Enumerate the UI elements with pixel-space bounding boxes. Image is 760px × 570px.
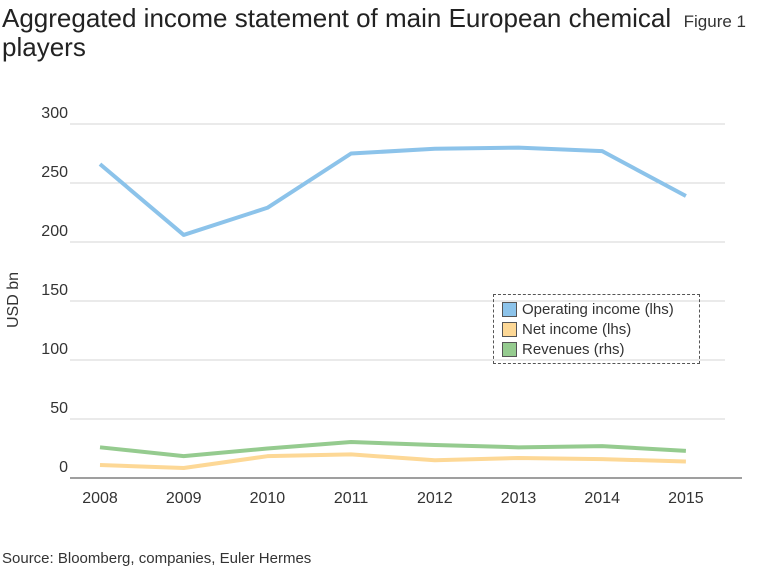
y-tick-label: 300 [41,105,68,122]
legend-item: Net income (lhs) [502,319,691,339]
y-tick-label: 200 [41,223,68,240]
legend-label: Operating income (lhs) [522,300,674,318]
legend-swatch [502,321,517,337]
y-tick-label: 50 [50,400,68,417]
legend-item: Operating income (lhs) [502,299,691,319]
x-tick-label: 2008 [82,490,118,507]
legend-label: Net income (lhs) [522,320,632,338]
series-line-2 [99,440,687,459]
x-tick-label: 2011 [334,490,369,507]
legend-swatch [502,301,517,317]
x-tick-label: 2015 [668,490,704,507]
x-tick-label: 2013 [501,490,537,507]
source-note: Source: Bloomberg, companies, Euler Herm… [2,550,312,567]
x-tick-label: 2009 [166,490,202,507]
x-tick-label: 2010 [250,490,286,507]
x-tick-label: 2012 [417,490,453,507]
legend-swatch [502,341,517,357]
y-tick-label: 100 [41,341,68,358]
y-tick-label: 150 [41,282,68,299]
y-tick-label: 250 [41,164,68,181]
series-line-0 [98,145,687,237]
series-line-1 [99,452,686,470]
legend: Operating income (lhs) Net income (lhs) Re… [493,294,700,364]
y-tick-label: 0 [59,459,68,476]
legend-label: Revenues (rhs) [522,340,625,358]
legend-item: Revenues (rhs) [502,339,691,359]
x-tick-label: 2014 [584,490,620,507]
figure-label: Figure 1 [683,12,746,31]
y-axis-label: USD bn [5,272,22,328]
chart-title: Aggregated income statement of main Euro… [2,3,672,62]
